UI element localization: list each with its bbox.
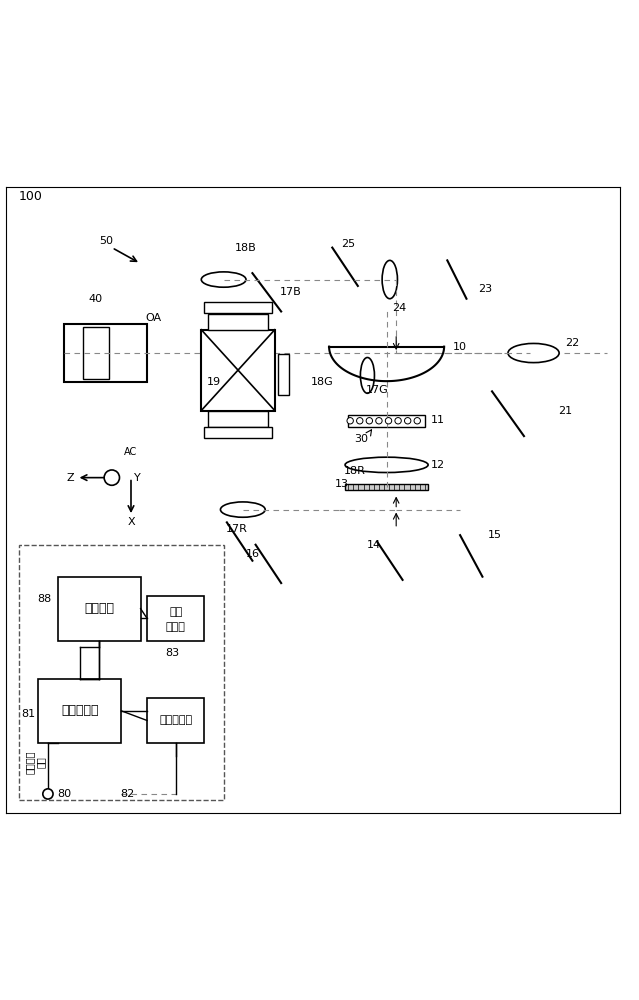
Text: 88: 88 <box>38 594 52 604</box>
Text: 40: 40 <box>89 294 103 304</box>
Text: 显示驱动部: 显示驱动部 <box>159 715 192 725</box>
Text: 14: 14 <box>367 540 381 550</box>
Text: 100: 100 <box>19 190 43 203</box>
Bar <box>278 354 289 395</box>
Text: 主控制部: 主控制部 <box>84 602 114 615</box>
Ellipse shape <box>508 343 559 363</box>
Circle shape <box>414 418 420 424</box>
Text: 50: 50 <box>99 236 113 246</box>
Text: 17G: 17G <box>366 385 389 395</box>
Text: 18G: 18G <box>311 377 334 387</box>
Text: 图像信号
输入: 图像信号 输入 <box>24 750 46 774</box>
Text: 19: 19 <box>207 377 221 387</box>
Circle shape <box>395 418 401 424</box>
Ellipse shape <box>382 260 397 299</box>
Text: 11: 11 <box>431 415 445 425</box>
Bar <box>348 415 425 427</box>
Text: 18R: 18R <box>344 466 366 476</box>
Bar <box>345 484 428 490</box>
Text: 17R: 17R <box>226 524 247 534</box>
Circle shape <box>404 418 411 424</box>
Ellipse shape <box>220 502 265 517</box>
Circle shape <box>43 789 53 799</box>
Bar <box>204 302 272 313</box>
Text: 17B: 17B <box>280 287 302 297</box>
Text: Z: Z <box>66 473 74 483</box>
Text: 83: 83 <box>166 648 180 658</box>
Text: 80: 80 <box>57 789 71 799</box>
Bar <box>208 411 268 427</box>
Bar <box>201 330 275 411</box>
Bar <box>64 324 147 382</box>
Text: 23: 23 <box>479 284 493 294</box>
Ellipse shape <box>345 457 428 473</box>
Text: 12: 12 <box>431 460 445 470</box>
Text: 驱动部: 驱动部 <box>166 622 186 632</box>
Ellipse shape <box>201 272 246 287</box>
Circle shape <box>347 418 353 424</box>
Text: 30: 30 <box>354 434 368 444</box>
Circle shape <box>376 418 382 424</box>
Circle shape <box>104 470 119 485</box>
Ellipse shape <box>360 358 374 393</box>
Text: 18B: 18B <box>235 243 257 253</box>
Circle shape <box>385 418 392 424</box>
Text: 16: 16 <box>245 549 259 559</box>
Bar <box>19 545 224 800</box>
Text: 81: 81 <box>22 709 36 719</box>
Bar <box>147 596 204 641</box>
Circle shape <box>357 418 363 424</box>
Text: 82: 82 <box>121 789 135 799</box>
Circle shape <box>366 418 373 424</box>
Bar <box>208 314 268 330</box>
Bar <box>83 327 109 379</box>
Text: AC: AC <box>125 447 137 457</box>
Text: X: X <box>127 517 135 527</box>
Text: 22: 22 <box>565 338 579 348</box>
Text: Y: Y <box>134 473 141 483</box>
Bar <box>58 577 141 641</box>
Bar <box>204 427 272 438</box>
Text: OA: OA <box>145 313 162 323</box>
Bar <box>147 698 204 743</box>
Text: 25: 25 <box>341 239 355 249</box>
Text: 24: 24 <box>392 303 406 313</box>
Text: 21: 21 <box>558 406 573 416</box>
Text: 镜头: 镜头 <box>169 607 182 617</box>
Text: 13: 13 <box>335 479 349 489</box>
Text: 10: 10 <box>453 342 467 352</box>
Bar <box>38 679 121 743</box>
Text: 15: 15 <box>488 530 502 540</box>
Text: 图像处理部: 图像处理部 <box>61 704 98 717</box>
